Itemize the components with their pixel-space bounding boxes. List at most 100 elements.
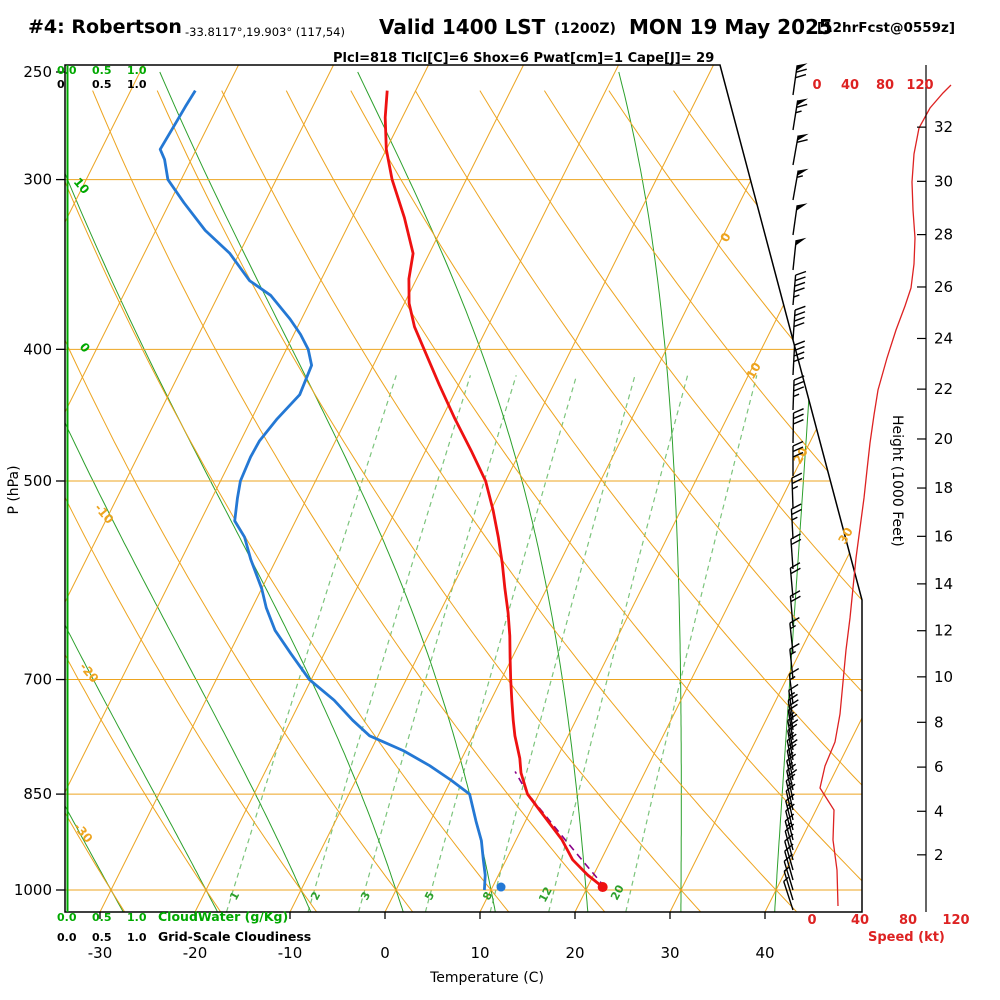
speed-tick-top: 80: [876, 78, 894, 93]
wind-barb: [784, 833, 794, 871]
wind-barb: [792, 340, 806, 376]
wind-barb: [792, 440, 804, 476]
gridscale-top: 1.0: [127, 78, 147, 91]
wind-barb: [792, 237, 807, 271]
speed-tick-bottom: 120: [942, 913, 969, 928]
height-tick-label: 28: [934, 226, 953, 244]
pressure-axis-title: P (hPa): [6, 465, 22, 514]
surface-temperature-dot: [597, 882, 608, 893]
adiabat-label: -20: [77, 660, 102, 686]
isobars: [65, 179, 862, 891]
adiabat-label: 0: [77, 340, 93, 355]
gridscale-top: 0: [57, 78, 65, 91]
height-tick-label: 32: [934, 118, 953, 136]
wind-barb: [783, 876, 794, 911]
height-tick-label: 30: [934, 172, 953, 190]
station-coordinates: -33.8117°,19.903° (117,54): [185, 25, 345, 39]
height-tick-label: 20: [934, 430, 953, 448]
wind-barb: [792, 305, 806, 341]
speed-tick-top: 120: [906, 78, 933, 93]
mixing-ratio-label: 20: [608, 882, 627, 902]
wind-barb: [792, 98, 809, 131]
mixing-ratio-label: 3: [358, 890, 373, 903]
wind-barb: [789, 643, 800, 680]
adiabat-label: 10: [71, 175, 92, 197]
pressure-tick-label: 300: [23, 171, 52, 189]
moist-adiabats: [65, 71, 827, 912]
pressure-tick-label: 850: [23, 785, 52, 803]
speed-axis: 0 0 40 40 80 80 120 120 Speed (kt): [807, 78, 969, 945]
wind-barb: [790, 503, 802, 540]
height-tick-label: 26: [934, 278, 953, 296]
valid-date: MON 19 May 2025: [629, 15, 833, 39]
dewpoint-curve: [158, 89, 487, 891]
temperature-tick-label: 10: [470, 944, 489, 962]
wind-barb: [792, 63, 808, 96]
pressure-tick-label: 1000: [14, 881, 52, 899]
temperature-curve: [383, 90, 604, 889]
height-tick-label: 10: [934, 668, 953, 686]
gridscale-bottom: 0.5: [92, 931, 112, 944]
wind-barb: [784, 843, 794, 881]
height-tick-label: 12: [934, 622, 953, 640]
speed-tick-bottom: 80: [899, 913, 917, 928]
gridscale-top: 0.5: [92, 78, 112, 91]
wind-barb: [786, 743, 797, 781]
speed-axis-title: Speed (kt): [868, 930, 945, 945]
mixing-ratio-label: 5: [422, 890, 437, 903]
wind-barb: [792, 375, 805, 411]
parcel-trace: [514, 771, 606, 888]
temperature-tick-label: -10: [278, 944, 303, 962]
skewt-grid: [65, 65, 862, 912]
temperature-axis-title: Temperature (C): [429, 970, 544, 986]
height-tick-label: 14: [934, 575, 953, 593]
wind-barb: [792, 133, 809, 166]
speed-tick-bottom: 40: [851, 913, 869, 928]
gridscale-bottom: 0.0: [57, 931, 77, 944]
cloudwater-bottom: 1.0: [127, 911, 147, 924]
cloudwater-bottom: 0.0: [57, 911, 77, 924]
wind-barb: [791, 472, 803, 509]
gridscale-bottom: 1.0: [127, 931, 147, 944]
mixing-ratio-lines: [225, 375, 758, 912]
valid-time-utc: (1200Z): [554, 21, 616, 37]
wind-barb: [789, 562, 801, 599]
mixing-ratio-label: 12: [536, 885, 555, 905]
cloudwater-scale: 0.0 0.5 1.0 0 0.5 1.0 0.0 0.5 1.0 CloudWater (g/K…: [57, 64, 311, 944]
height-tick-label: 4: [934, 802, 944, 820]
valid-time: Valid 1400 LST: [379, 15, 546, 39]
height-tick-label: 2: [934, 846, 944, 864]
plot-border: [64, 64, 863, 913]
mixing-ratio-label: 2: [308, 890, 323, 903]
wind-barb: [790, 533, 802, 570]
wind-speed-profile: [819, 84, 952, 907]
temperature-axis: -30 -20 -10 0 10 20 30 40 Temperature (C): [88, 912, 775, 986]
temperature-tick-label: -30: [88, 944, 113, 962]
cloudwater-top: 0.5: [92, 64, 112, 77]
temperature-tick-label: 40: [755, 944, 774, 962]
wind-barb: [783, 853, 794, 891]
isotherm-label: 30: [835, 525, 855, 546]
wind-barb: [792, 203, 808, 236]
wind-barb: [792, 168, 809, 201]
temperature-tick-label: 20: [565, 944, 584, 962]
height-axis-title: Height (1000 Feet): [889, 415, 905, 547]
height-tick-label: 22: [934, 380, 953, 398]
adiabat-label: -10: [92, 501, 117, 527]
wind-barb: [783, 866, 794, 901]
pressure-axis: 250 300 400 500 700 850 1000 P (hPa): [6, 63, 65, 899]
wind-barb: [785, 773, 796, 811]
wind-barb: [792, 270, 807, 306]
height-tick-label: 18: [934, 479, 953, 497]
speed-tick-top: 40: [841, 78, 859, 93]
speed-tick-bottom: 0: [807, 913, 816, 928]
cloudwater-top: 1.0: [127, 64, 147, 77]
cloudwater-title: CloudWater (g/Kg): [158, 909, 288, 924]
cloudwater-bottom: 0.5: [92, 911, 112, 924]
wind-barb: [792, 408, 804, 444]
pressure-tick-label: 500: [23, 472, 52, 490]
